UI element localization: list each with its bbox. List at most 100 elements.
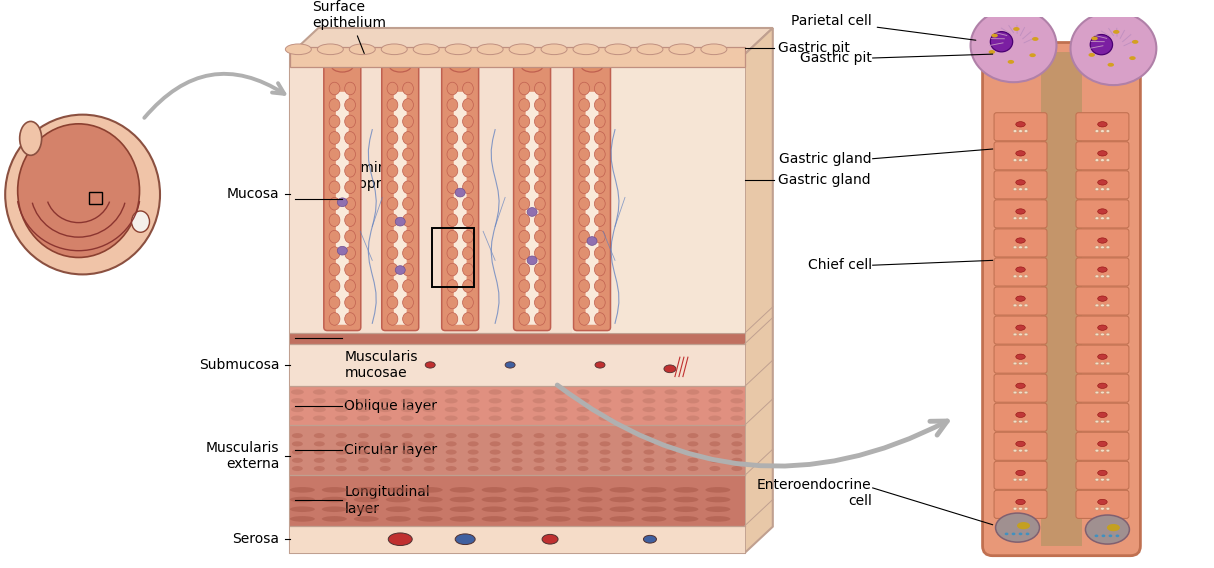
Ellipse shape (514, 507, 539, 512)
Ellipse shape (687, 441, 698, 446)
Ellipse shape (637, 44, 663, 55)
Ellipse shape (449, 516, 475, 521)
Ellipse shape (1106, 217, 1110, 220)
Ellipse shape (313, 390, 325, 395)
Ellipse shape (422, 416, 436, 421)
Ellipse shape (403, 279, 414, 293)
Ellipse shape (511, 398, 523, 403)
FancyBboxPatch shape (1076, 374, 1129, 402)
Ellipse shape (314, 466, 325, 471)
Ellipse shape (467, 466, 478, 471)
Text: Submucosa: Submucosa (199, 358, 279, 372)
Ellipse shape (489, 466, 500, 471)
Ellipse shape (545, 507, 571, 512)
Ellipse shape (518, 214, 529, 227)
FancyBboxPatch shape (1076, 345, 1129, 373)
Ellipse shape (609, 516, 635, 521)
Ellipse shape (731, 449, 742, 454)
Ellipse shape (345, 115, 356, 128)
Ellipse shape (731, 433, 742, 438)
Ellipse shape (643, 458, 654, 463)
Ellipse shape (387, 279, 398, 293)
Ellipse shape (446, 466, 456, 471)
Ellipse shape (518, 312, 529, 325)
Ellipse shape (353, 507, 379, 512)
Ellipse shape (418, 507, 443, 512)
Ellipse shape (595, 181, 606, 194)
Ellipse shape (1097, 296, 1107, 301)
Ellipse shape (1014, 159, 1017, 161)
Ellipse shape (609, 497, 635, 502)
Ellipse shape (1101, 188, 1105, 190)
Ellipse shape (641, 516, 666, 521)
Ellipse shape (345, 214, 356, 227)
Ellipse shape (447, 214, 458, 227)
Ellipse shape (1095, 362, 1099, 365)
Ellipse shape (1085, 515, 1129, 544)
Ellipse shape (463, 115, 473, 128)
Ellipse shape (534, 231, 545, 243)
Ellipse shape (556, 433, 567, 438)
Ellipse shape (1025, 507, 1028, 510)
Bar (432, 228, 475, 286)
Ellipse shape (444, 416, 458, 421)
Ellipse shape (588, 237, 597, 245)
Ellipse shape (1016, 325, 1026, 331)
Ellipse shape (463, 132, 473, 144)
Ellipse shape (402, 458, 413, 463)
FancyBboxPatch shape (1076, 316, 1129, 344)
Ellipse shape (1101, 275, 1105, 278)
Bar (290, 47, 745, 66)
Ellipse shape (534, 441, 545, 446)
Ellipse shape (1097, 325, 1107, 331)
Ellipse shape (991, 32, 1012, 52)
Ellipse shape (447, 264, 458, 276)
Ellipse shape (467, 449, 478, 454)
Ellipse shape (387, 247, 398, 260)
Ellipse shape (579, 279, 590, 293)
Ellipse shape (336, 449, 347, 454)
Ellipse shape (1106, 478, 1110, 481)
Ellipse shape (579, 247, 590, 260)
Ellipse shape (387, 264, 398, 276)
Ellipse shape (1097, 151, 1107, 156)
Ellipse shape (518, 148, 529, 161)
Ellipse shape (731, 458, 742, 463)
Ellipse shape (1014, 333, 1017, 336)
Ellipse shape (463, 82, 473, 95)
Ellipse shape (386, 516, 410, 521)
Text: Longitudinal
layer: Longitudinal layer (345, 486, 430, 516)
Ellipse shape (463, 165, 473, 177)
Ellipse shape (534, 466, 545, 471)
Ellipse shape (1101, 478, 1105, 481)
Ellipse shape (358, 433, 369, 438)
Ellipse shape (579, 198, 590, 210)
Ellipse shape (335, 398, 347, 403)
Ellipse shape (331, 60, 353, 72)
Ellipse shape (543, 534, 558, 544)
Ellipse shape (447, 231, 458, 243)
Ellipse shape (518, 247, 529, 260)
Ellipse shape (322, 487, 347, 492)
Ellipse shape (463, 231, 473, 243)
Ellipse shape (401, 407, 414, 412)
Ellipse shape (447, 132, 458, 144)
Ellipse shape (970, 9, 1056, 82)
Ellipse shape (595, 279, 606, 293)
Ellipse shape (463, 279, 473, 293)
Ellipse shape (477, 44, 503, 55)
Text: Muscularis
externa: Muscularis externa (206, 441, 279, 471)
FancyBboxPatch shape (514, 62, 551, 331)
Ellipse shape (1095, 275, 1099, 278)
Ellipse shape (1025, 391, 1028, 394)
Ellipse shape (595, 198, 606, 210)
Ellipse shape (401, 398, 414, 403)
Ellipse shape (1025, 478, 1028, 481)
Ellipse shape (534, 312, 545, 325)
FancyBboxPatch shape (585, 92, 599, 325)
Ellipse shape (674, 497, 698, 502)
Ellipse shape (595, 132, 606, 144)
FancyBboxPatch shape (336, 92, 348, 325)
FancyBboxPatch shape (393, 92, 407, 325)
Ellipse shape (1025, 130, 1028, 132)
